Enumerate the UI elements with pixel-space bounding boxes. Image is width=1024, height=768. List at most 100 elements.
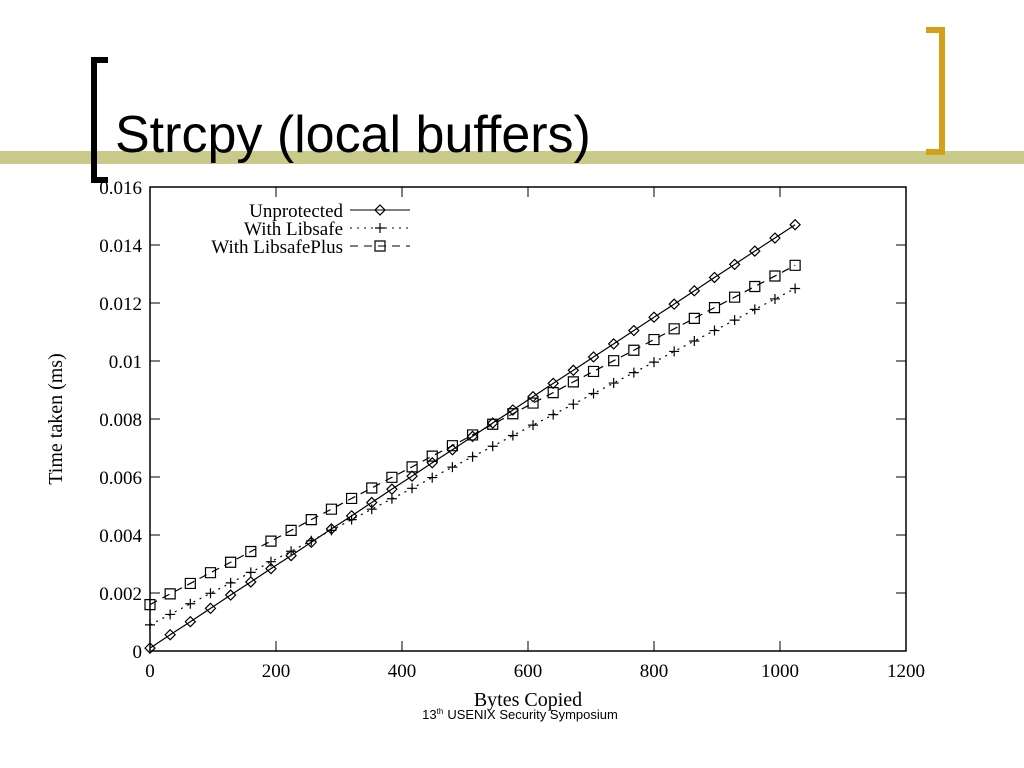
y-tick-label: 0.002 <box>99 584 142 605</box>
slide-title: Strcpy (local buffers) <box>115 106 591 164</box>
y-axis-label: Time taken (ms) <box>45 353 67 484</box>
data-point <box>527 390 539 403</box>
data-point <box>407 483 418 494</box>
x-tick-label: 400 <box>388 661 417 682</box>
data-point <box>427 472 438 483</box>
data-point <box>446 440 458 452</box>
data-point <box>708 271 721 284</box>
legend-marker <box>375 223 385 233</box>
data-point <box>144 599 156 611</box>
data-point <box>548 409 559 420</box>
data-point <box>366 482 378 494</box>
data-point <box>346 492 358 505</box>
data-point <box>649 357 659 368</box>
data-point <box>204 602 217 615</box>
data-point <box>587 351 600 363</box>
x-tick-label: 600 <box>514 661 543 682</box>
series-line <box>149 264 796 606</box>
data-point <box>245 545 257 558</box>
title-band <box>0 151 1024 164</box>
data-point <box>688 284 701 297</box>
data-point <box>547 377 560 390</box>
data-point <box>145 619 155 630</box>
data-point <box>729 315 740 326</box>
data-point <box>426 450 438 462</box>
data-point <box>244 576 257 588</box>
data-point <box>487 441 498 452</box>
data-point <box>205 588 216 599</box>
footer-number: 13 <box>422 707 436 722</box>
x-tick-label: 1000 <box>761 661 799 682</box>
data-point <box>466 429 479 441</box>
data-point <box>326 525 337 536</box>
data-point <box>587 365 600 378</box>
data-point <box>285 549 297 562</box>
x-tick-label: 1200 <box>887 661 925 682</box>
data-point <box>406 470 418 482</box>
data-point <box>265 535 277 547</box>
y-tick-label: 0.016 <box>99 178 142 199</box>
data-point <box>527 397 539 409</box>
data-point <box>265 562 277 575</box>
x-axis-label: Bytes Copied <box>474 689 582 711</box>
data-point <box>245 567 256 578</box>
data-point <box>165 609 176 620</box>
data-point <box>224 589 237 601</box>
data-point <box>406 461 418 473</box>
data-point <box>447 462 458 473</box>
data-point <box>467 451 478 462</box>
data-point <box>748 245 761 257</box>
data-point <box>184 615 197 628</box>
data-point <box>607 338 620 350</box>
data-point <box>709 325 720 336</box>
data-point <box>144 642 156 654</box>
data-point <box>627 324 640 337</box>
data-point <box>225 577 236 588</box>
data-point <box>628 344 640 356</box>
data-point <box>769 293 780 304</box>
data-point <box>769 232 781 244</box>
data-point <box>668 323 680 335</box>
footer-suffix: th <box>437 707 444 716</box>
data-point <box>466 430 479 443</box>
data-point <box>790 283 801 294</box>
y-tick-label: 0.01 <box>109 352 142 373</box>
data-point <box>648 333 660 346</box>
legend-label: With LibsafePlus <box>211 237 343 258</box>
data-point <box>729 291 741 303</box>
y-tick-label: 0.012 <box>99 294 142 315</box>
y-tick-label: 0 <box>133 642 143 663</box>
data-point <box>386 471 398 483</box>
x-tick-label: 800 <box>640 661 669 682</box>
right-bracket <box>926 27 945 155</box>
data-point <box>366 504 377 515</box>
data-point <box>346 514 357 525</box>
data-point <box>286 546 297 557</box>
data-point <box>204 567 217 579</box>
data-point <box>608 378 619 389</box>
legend-marker <box>374 240 386 252</box>
footer: 13th USENIX Security Symposium <box>422 707 618 722</box>
data-point <box>689 335 700 346</box>
data-point <box>528 420 539 431</box>
data-point <box>325 503 338 515</box>
data-point <box>568 399 579 410</box>
data-point <box>507 430 518 441</box>
data-point <box>588 388 599 399</box>
data-point <box>487 418 499 430</box>
data-point <box>608 355 620 367</box>
chart: 0 0.002 0.004 0.006 0.008 0.01 0.012 0.014 0.016… <box>45 178 925 711</box>
legend-label: Unprotected <box>249 201 343 222</box>
data-point <box>567 364 580 377</box>
data-point <box>185 598 196 609</box>
data-point <box>648 311 660 324</box>
data-point <box>164 628 177 641</box>
data-point <box>547 387 559 399</box>
y-tick-label: 0.006 <box>99 468 142 489</box>
data-point <box>628 367 639 378</box>
data-point <box>708 302 721 314</box>
data-point <box>567 376 579 388</box>
data-point <box>486 417 499 429</box>
data-point <box>306 535 317 546</box>
